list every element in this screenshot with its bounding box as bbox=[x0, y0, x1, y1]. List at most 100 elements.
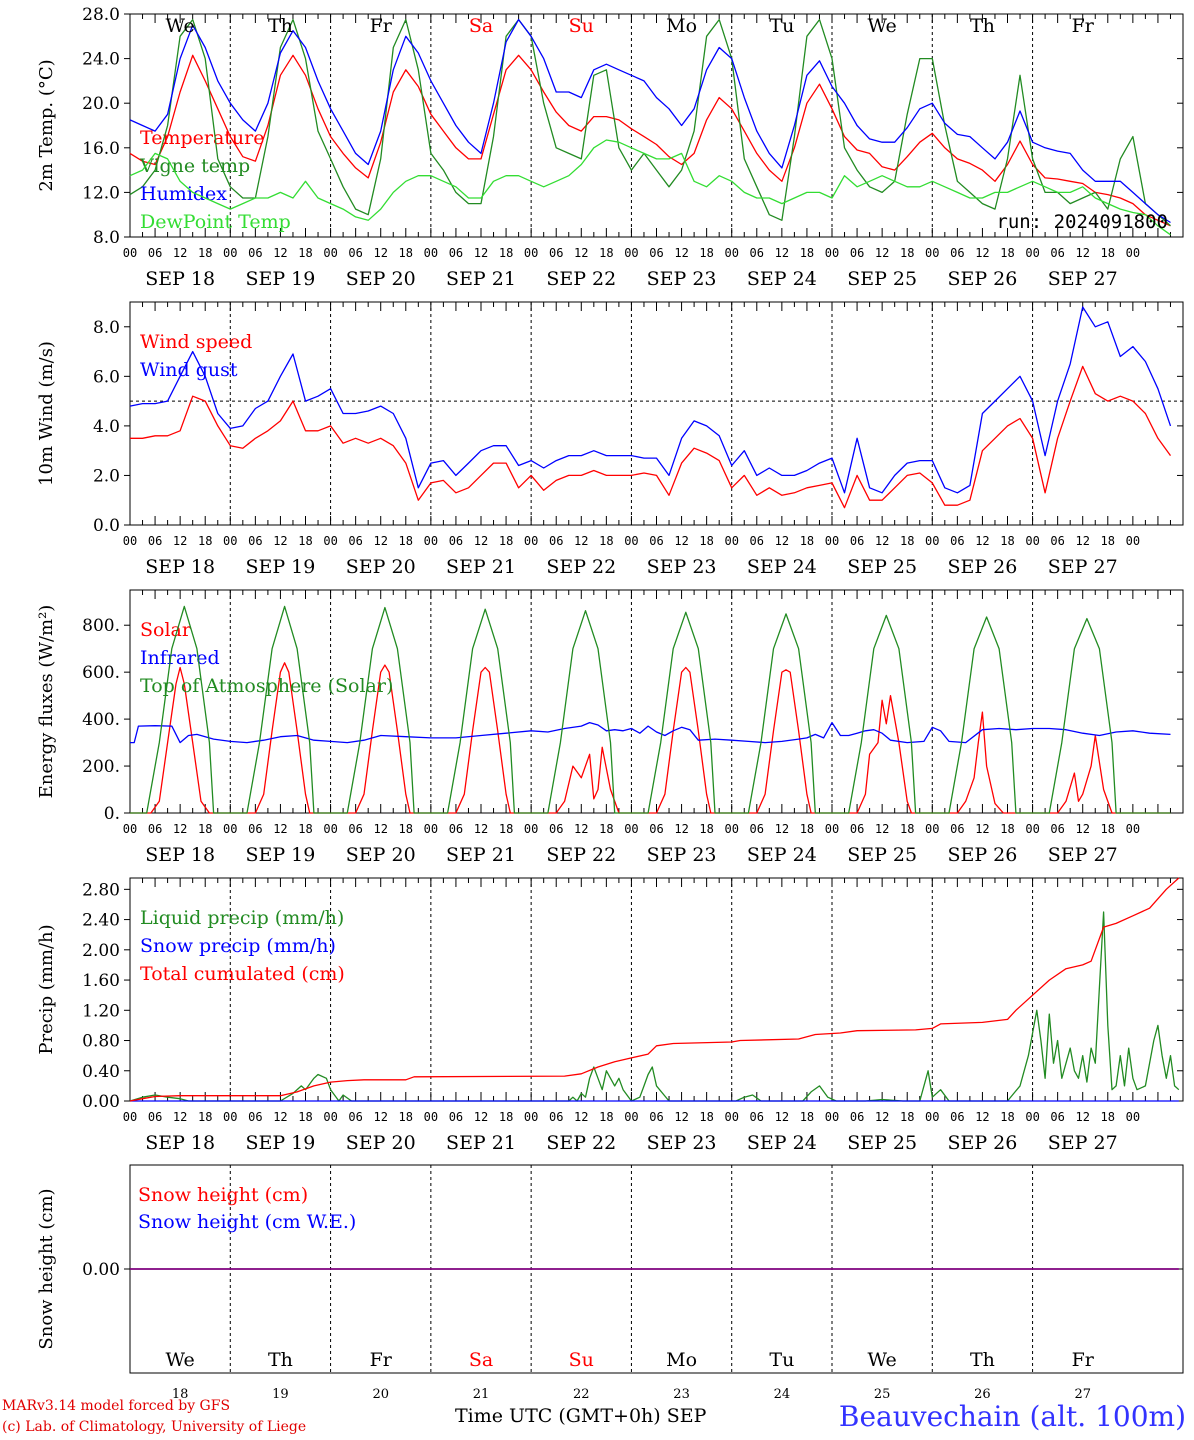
legend-entry: Wind gust bbox=[140, 359, 238, 381]
hour-tick-label: 18 bbox=[198, 822, 212, 836]
hour-tick-label: 18 bbox=[1101, 822, 1115, 836]
hour-tick-label: 06 bbox=[549, 822, 563, 836]
date-label: SEP 23 bbox=[647, 1132, 717, 1154]
hour-tick-label: 00 bbox=[123, 246, 137, 260]
hour-tick-label: 00 bbox=[925, 534, 939, 548]
legend-entry: Humidex bbox=[140, 183, 227, 205]
hour-tick-label: 12 bbox=[975, 246, 989, 260]
hour-tick-label: 18 bbox=[198, 534, 212, 548]
y-tick-label: 0.00 bbox=[82, 1260, 120, 1280]
hour-tick-label: 12 bbox=[1075, 1110, 1089, 1124]
date-label: SEP 18 bbox=[145, 556, 215, 578]
hour-tick-label: 06 bbox=[248, 246, 262, 260]
legend-entry: Top of Atmosphere (Solar) bbox=[140, 675, 393, 697]
hour-tick-label: 18 bbox=[499, 1110, 513, 1124]
hour-tick-label: 00 bbox=[825, 534, 839, 548]
y-tick-label: 0.40 bbox=[82, 1062, 120, 1082]
hour-tick-label: 12 bbox=[273, 1110, 287, 1124]
date-label: SEP 24 bbox=[747, 844, 817, 866]
y-axis-label: Energy fluxes (W/m²) bbox=[36, 605, 57, 799]
time-axis-label: Time UTC (GMT+0h) SEP bbox=[455, 1405, 707, 1427]
hour-tick-label: 12 bbox=[474, 246, 488, 260]
lab-credit: (c) Lab. of Climatology, University of L… bbox=[2, 1419, 307, 1435]
series-line-top-of-atmosphere-solar- bbox=[130, 605, 1171, 814]
y-tick-label: 28.0 bbox=[82, 5, 120, 25]
hour-tick-label: 06 bbox=[348, 1110, 362, 1124]
hour-tick-label: 18 bbox=[298, 822, 312, 836]
date-label: SEP 24 bbox=[747, 1132, 817, 1154]
date-label: SEP 25 bbox=[847, 844, 917, 866]
hour-tick-label: 00 bbox=[223, 1110, 237, 1124]
hour-tick-label: 00 bbox=[424, 246, 438, 260]
hour-tick-label: 18 bbox=[499, 534, 513, 548]
hour-tick-label: 12 bbox=[373, 822, 387, 836]
hour-tick-label: 06 bbox=[850, 534, 864, 548]
hour-tick-label: 18 bbox=[599, 822, 613, 836]
y-tick-label: 2.00 bbox=[82, 941, 120, 961]
date-label: SEP 22 bbox=[546, 844, 616, 866]
temperature-panel-frame bbox=[129, 13, 1184, 238]
hour-tick-label: 06 bbox=[1050, 1110, 1064, 1124]
hour-tick-label: 18 bbox=[900, 822, 914, 836]
hour-tick-label: 00 bbox=[524, 246, 538, 260]
hour-tick-label: 06 bbox=[750, 246, 764, 260]
series-line-wind-speed bbox=[130, 365, 1172, 509]
hour-tick-label: 18 bbox=[1101, 1110, 1115, 1124]
date-label: SEP 19 bbox=[245, 1132, 315, 1154]
date-label: SEP 21 bbox=[446, 556, 516, 578]
hour-tick-label: 00 bbox=[524, 822, 538, 836]
y-tick-label: 2.0 bbox=[93, 466, 120, 486]
hour-tick-label: 12 bbox=[474, 1110, 488, 1124]
hour-tick-label: 00 bbox=[223, 246, 237, 260]
y-tick-label: 2.80 bbox=[82, 880, 120, 900]
date-label: SEP 25 bbox=[847, 556, 917, 578]
day-number-label: 21 bbox=[473, 1387, 490, 1402]
legend-entry: Liquid precip (mm/h) bbox=[140, 907, 344, 929]
hour-tick-label: 18 bbox=[298, 534, 312, 548]
hour-tick-label: 12 bbox=[373, 246, 387, 260]
y-tick-label: 12.0 bbox=[82, 183, 120, 203]
energy-panel-frame bbox=[129, 589, 1184, 814]
hour-tick-label: 06 bbox=[148, 534, 162, 548]
weekday-label: Th bbox=[970, 15, 995, 37]
hour-tick-label: 12 bbox=[875, 534, 889, 548]
hour-tick-label: 06 bbox=[248, 822, 262, 836]
hour-tick-label: 06 bbox=[950, 1110, 964, 1124]
weekday-label: Th bbox=[970, 1349, 995, 1371]
hour-tick-label: 18 bbox=[699, 246, 713, 260]
date-label: SEP 27 bbox=[1048, 1132, 1118, 1154]
hour-tick-label: 00 bbox=[524, 1110, 538, 1124]
hour-tick-label: 06 bbox=[950, 534, 964, 548]
hour-tick-label: 06 bbox=[449, 534, 463, 548]
y-tick-label: 0.0 bbox=[93, 516, 120, 536]
date-label: SEP 24 bbox=[747, 556, 817, 578]
hour-tick-label: 06 bbox=[950, 822, 964, 836]
hour-tick-label: 00 bbox=[724, 1110, 738, 1124]
hour-tick-label: 12 bbox=[373, 1110, 387, 1124]
series-line-wind-gust bbox=[129, 306, 1172, 494]
day-number-label: 19 bbox=[272, 1387, 289, 1402]
y-axis-label: Precip (mm/h) bbox=[36, 924, 57, 1054]
weekday-label: Fr bbox=[1072, 15, 1095, 37]
hour-tick-label: 12 bbox=[775, 534, 789, 548]
hour-tick-label: 18 bbox=[1000, 822, 1014, 836]
y-axis-label: Snow height (cm) bbox=[36, 1188, 57, 1349]
legend-entry: Wind speed bbox=[140, 331, 252, 353]
date-label: SEP 26 bbox=[947, 556, 1017, 578]
run-label: run: 2024091800 bbox=[996, 211, 1168, 233]
hour-tick-label: 12 bbox=[775, 246, 789, 260]
date-label: SEP 21 bbox=[446, 268, 516, 290]
series-line-vigne-temp bbox=[129, 18, 1171, 227]
hour-tick-label: 00 bbox=[424, 822, 438, 836]
series-line-total-cumulated-cm- bbox=[129, 877, 1180, 1102]
hour-tick-label: 06 bbox=[1050, 822, 1064, 836]
y-tick-label: 8.0 bbox=[93, 228, 120, 248]
weekday-label: We bbox=[868, 15, 897, 37]
hour-tick-label: 12 bbox=[474, 822, 488, 836]
hour-tick-label: 06 bbox=[449, 822, 463, 836]
date-label: SEP 20 bbox=[346, 556, 416, 578]
hour-tick-label: 18 bbox=[599, 1110, 613, 1124]
hour-tick-label: 06 bbox=[750, 1110, 764, 1124]
hour-tick-label: 00 bbox=[1126, 534, 1140, 548]
weekday-label: Mo bbox=[666, 1349, 697, 1371]
